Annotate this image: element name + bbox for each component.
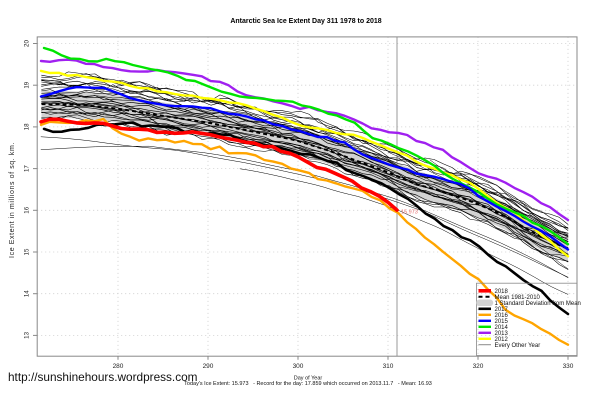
- svg-text:http://sunshinehours.wordpress: http://sunshinehours.wordpress.com: [8, 370, 198, 384]
- svg-text:20: 20: [24, 40, 31, 47]
- svg-text:Antarctic Sea Ice Extent Day 3: Antarctic Sea Ice Extent Day 311 1978 to…: [230, 18, 381, 25]
- svg-text:300: 300: [293, 363, 304, 370]
- svg-text:290: 290: [203, 363, 214, 370]
- svg-text:330: 330: [563, 363, 574, 370]
- svg-text:2015: 2015: [495, 319, 509, 325]
- svg-text:Ice Extent in millions of sq.: Ice Extent in millions of sq. km.: [9, 142, 16, 258]
- svg-text:2017: 2017: [495, 307, 509, 313]
- svg-text:1 Standard Deviation from Mean: 1 Standard Deviation from Mean: [495, 301, 581, 307]
- svg-text:Every Other Year: Every Other Year: [495, 343, 541, 349]
- svg-text:Mean 1981-2010: Mean 1981-2010: [495, 295, 541, 301]
- svg-text:13: 13: [24, 331, 31, 338]
- svg-text:15.973: 15.973: [401, 210, 418, 216]
- svg-text:280: 280: [113, 363, 124, 370]
- svg-text:2012: 2012: [495, 337, 509, 343]
- svg-text:17: 17: [24, 165, 31, 172]
- svg-text:Today's Ice Extent: 15.973 -: Today's Ice Extent: 15.973 - Record for …: [184, 381, 432, 387]
- svg-text:2014: 2014: [495, 325, 509, 331]
- svg-text:16: 16: [24, 206, 31, 213]
- svg-text:2018: 2018: [495, 289, 509, 295]
- svg-text:18: 18: [24, 123, 31, 130]
- svg-text:320: 320: [473, 363, 484, 370]
- svg-text:Day of Year: Day of Year: [294, 376, 323, 382]
- svg-text:14: 14: [24, 290, 31, 297]
- svg-text:310: 310: [383, 363, 394, 370]
- svg-text:19: 19: [24, 81, 31, 88]
- svg-text:15: 15: [24, 248, 31, 255]
- svg-text:2016: 2016: [495, 313, 509, 319]
- svg-text:2013: 2013: [495, 331, 509, 337]
